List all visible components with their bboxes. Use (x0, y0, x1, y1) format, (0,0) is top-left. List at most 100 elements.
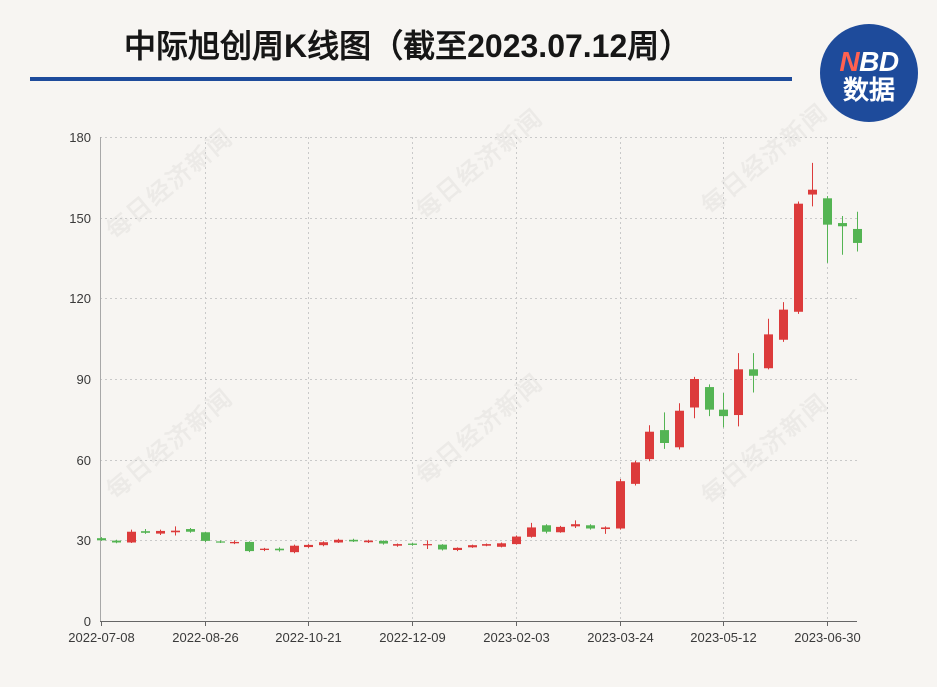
candle-up (571, 520, 580, 528)
watermark-text: 每日经济新闻 (696, 388, 834, 510)
candle-down (349, 538, 358, 542)
candle-body (304, 544, 313, 548)
candle-up (675, 403, 684, 450)
candle-body (275, 548, 284, 551)
candle-body (675, 410, 684, 448)
x-tick-label: 2022-08-26 (172, 630, 239, 645)
candle-body (349, 539, 358, 542)
candle-body (779, 309, 788, 340)
logo-subtext: 数据 (842, 75, 895, 105)
candle-down (186, 527, 195, 533)
candle-body (586, 525, 595, 529)
candle-up (423, 540, 432, 549)
candle-up (779, 302, 788, 342)
candle-body (468, 545, 477, 548)
candle-body (245, 541, 254, 552)
candle-body (764, 334, 773, 369)
candle-body (794, 203, 803, 312)
candle-body (379, 540, 388, 544)
candle-body (542, 525, 551, 532)
y-tick-label: 90 (77, 372, 91, 387)
candle-body (601, 527, 610, 530)
candle-down (275, 547, 284, 552)
y-tick-label: 120 (69, 291, 91, 306)
candle-body (823, 198, 832, 225)
candle-body (156, 530, 165, 534)
candle-up (156, 529, 165, 535)
candle-down (660, 412, 669, 449)
candle-body (408, 543, 417, 545)
candle-down (379, 540, 388, 545)
candle-body (808, 189, 817, 195)
x-tick-label: 2023-06-30 (794, 630, 861, 645)
candle-body (690, 379, 699, 408)
nbd-data-logo: NBD 数据 (820, 24, 918, 122)
candle-body (364, 540, 373, 543)
y-tick-label: 180 (69, 130, 91, 145)
candle-body (423, 544, 432, 546)
candle-down (838, 216, 847, 255)
candle-down (97, 537, 106, 541)
candle-up (482, 543, 491, 547)
candle-body (112, 540, 121, 543)
candle-body (97, 538, 106, 541)
candle-up (127, 529, 136, 544)
candle-body (749, 369, 758, 376)
candle-up (393, 543, 402, 547)
candle-up (631, 460, 640, 486)
candle-down (245, 541, 254, 553)
candle-down (542, 524, 551, 534)
candle-body (141, 531, 150, 533)
candle-down (408, 543, 417, 546)
candle-down (201, 531, 210, 542)
candle-body (260, 548, 269, 551)
candle-body (186, 529, 195, 532)
candle-up (512, 535, 521, 545)
candle-up (260, 547, 269, 552)
watermark-text: 每日经济新闻 (411, 368, 549, 490)
candle-down (853, 211, 862, 252)
candle-body (201, 532, 210, 541)
candle-up (334, 538, 343, 544)
candle-down (705, 384, 714, 417)
candle-up (734, 353, 743, 427)
candle-body (393, 544, 402, 546)
candle-body (438, 544, 447, 550)
candle-body (171, 530, 180, 533)
watermark-text: 每日经济新闻 (411, 103, 549, 225)
candle-up (230, 540, 239, 545)
title-underline (30, 77, 792, 81)
candle-body (556, 526, 565, 533)
candle-body (616, 481, 625, 529)
candle-body (527, 527, 536, 537)
candle-down (438, 544, 447, 551)
chart-title: 中际旭创周K线图（截至2023.07.12周） (124, 28, 692, 64)
x-tick-label: 2023-03-24 (587, 630, 654, 645)
y-tick-label: 30 (77, 533, 91, 548)
candle-up (616, 479, 625, 530)
candle-body (497, 543, 506, 547)
candle-body (838, 223, 847, 227)
candle-up (171, 526, 180, 536)
candle-down (216, 540, 225, 544)
candle-up (764, 318, 773, 370)
candle-down (749, 353, 758, 393)
candle-body (216, 541, 225, 543)
candle-down (112, 539, 121, 544)
candle-up (645, 425, 654, 462)
y-tick-label: 150 (69, 211, 91, 226)
x-tick-label: 2022-10-21 (275, 630, 342, 645)
candle-up (497, 542, 506, 548)
x-tick-label: 2022-12-09 (379, 630, 446, 645)
candle-body (660, 430, 669, 443)
candle-body (631, 462, 640, 484)
candle-up (794, 201, 803, 314)
candle-down (141, 529, 150, 534)
candle-down (586, 524, 595, 530)
candle-up (319, 541, 328, 547)
candle-down (823, 196, 832, 263)
candle-body (482, 544, 491, 546)
candle-body (127, 531, 136, 543)
candle-body (290, 545, 299, 553)
x-tick-label: 2023-02-03 (483, 630, 550, 645)
